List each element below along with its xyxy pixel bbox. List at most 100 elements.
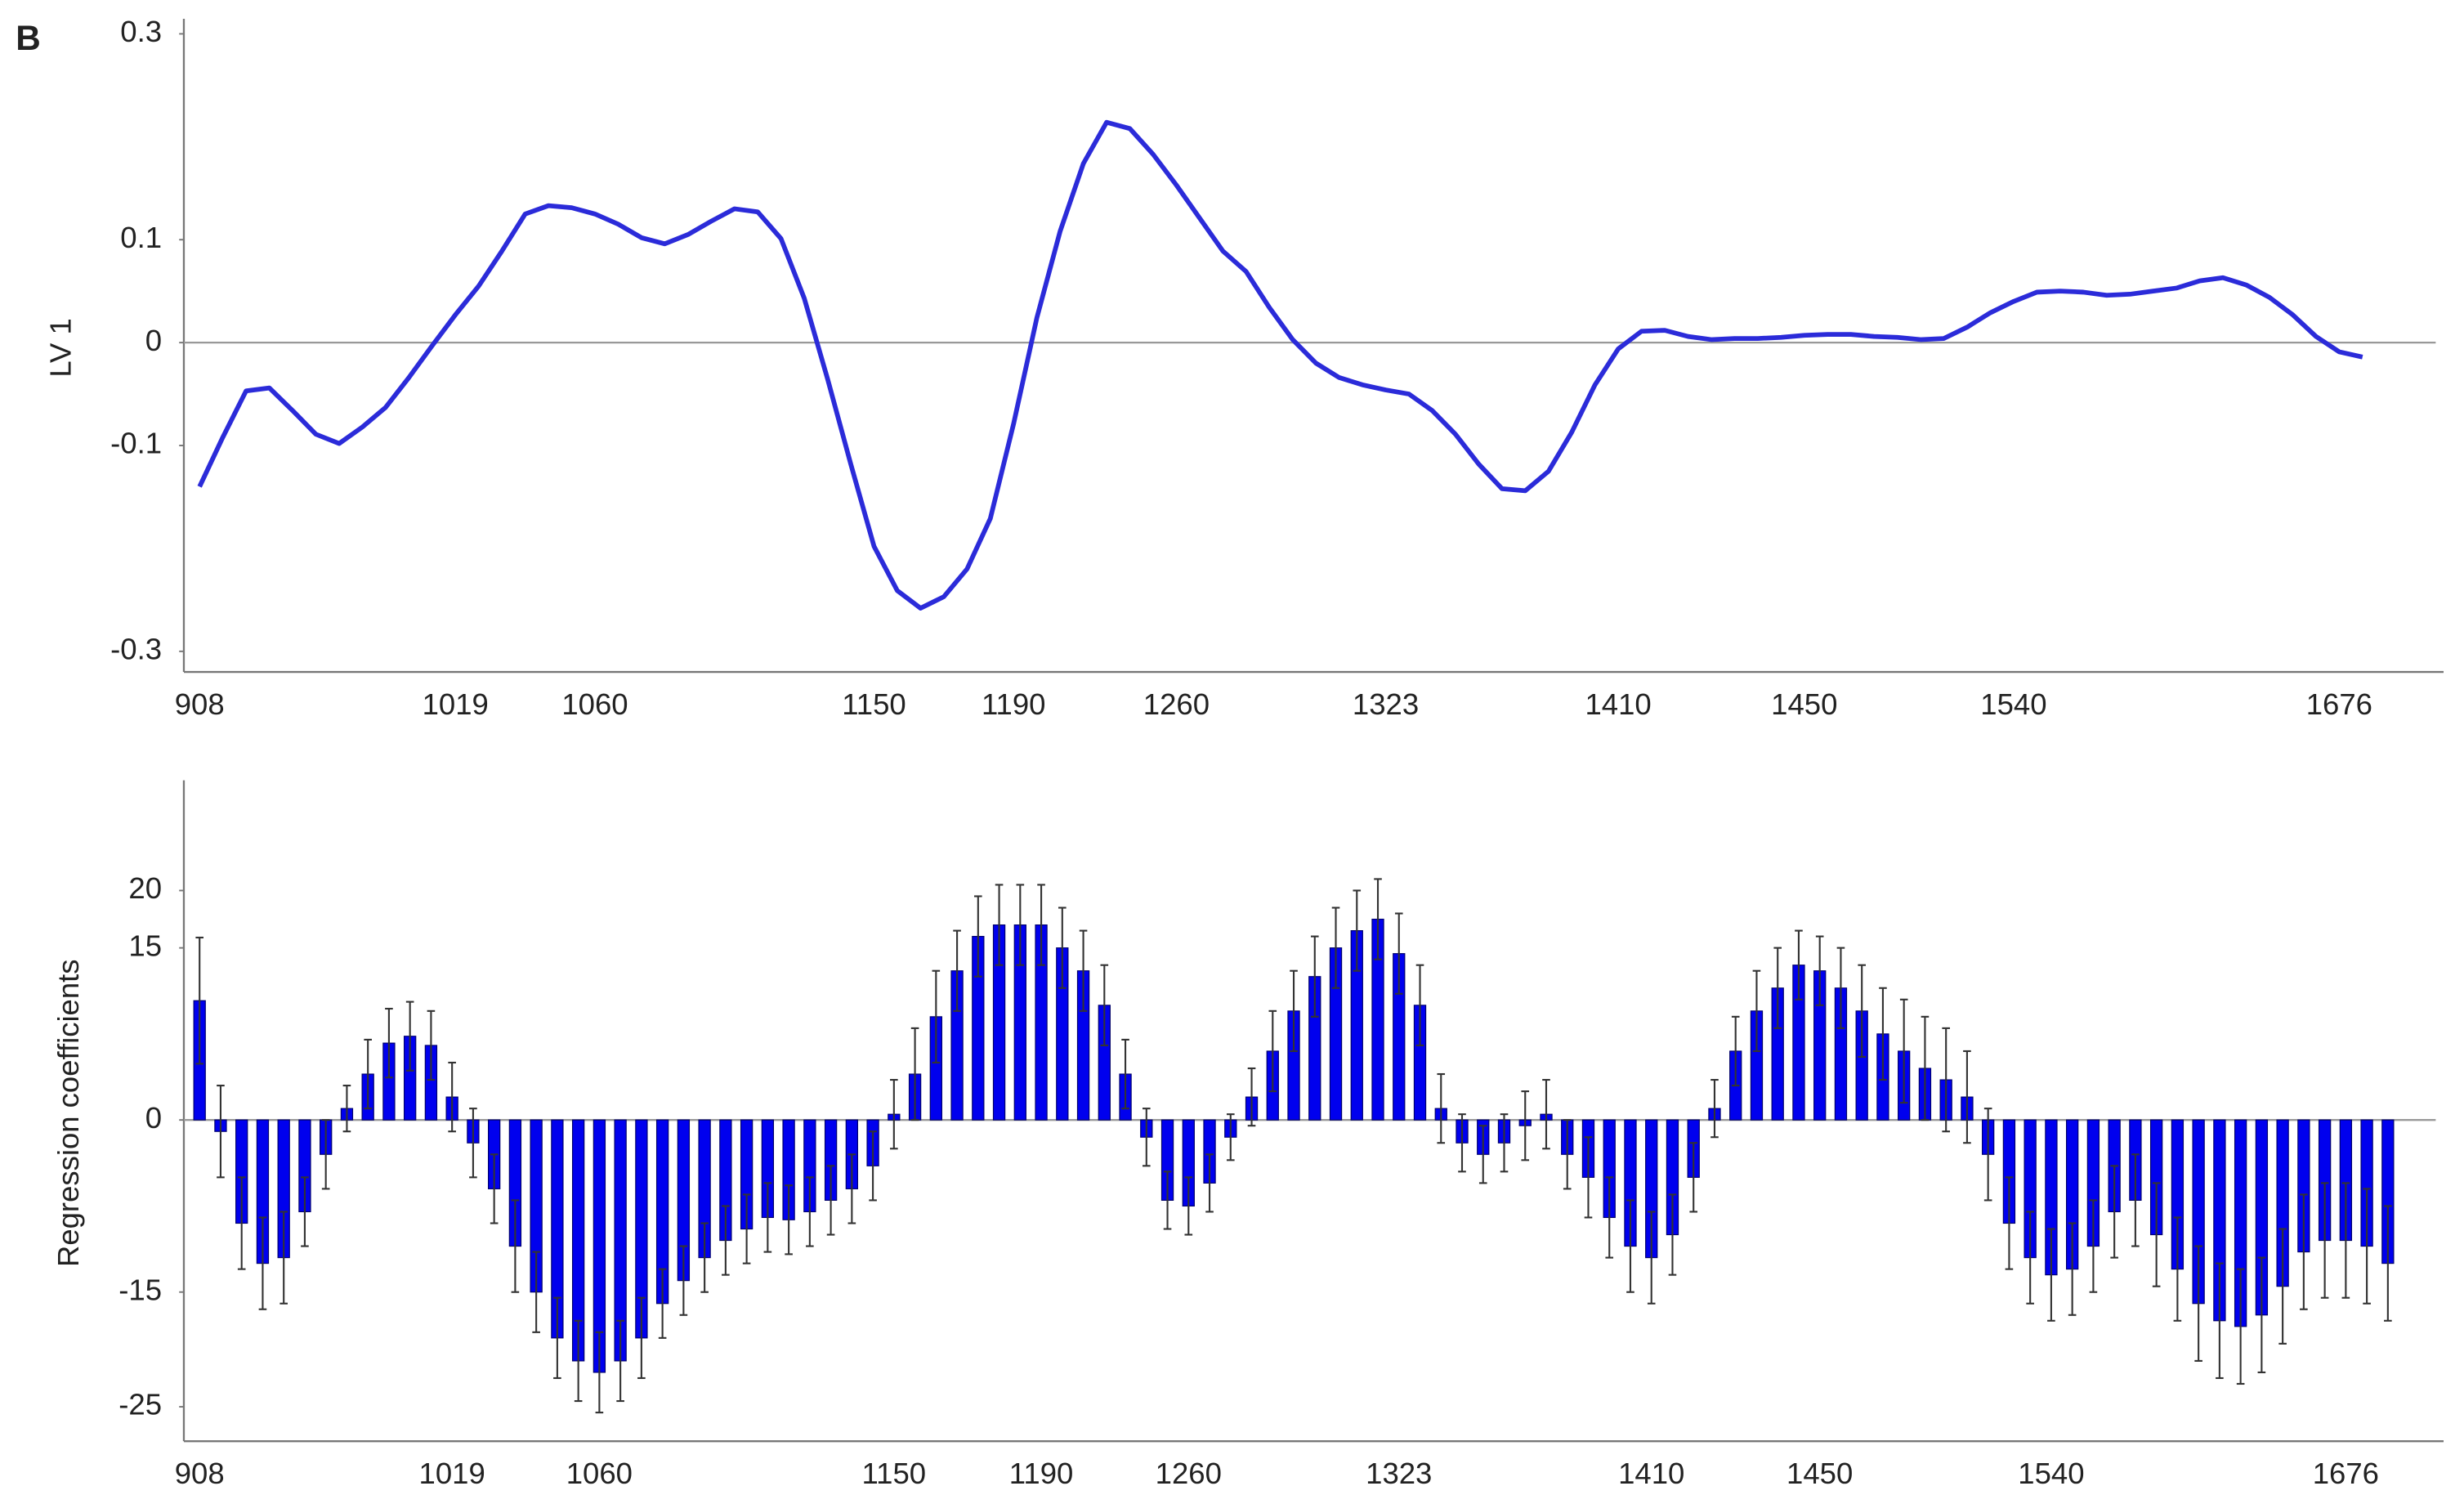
panel-label: B (16, 19, 41, 57)
y-tick-label: 0.1 (120, 221, 162, 254)
x-tick-label: 1676 (2313, 1457, 2379, 1490)
error-bar (1037, 884, 1045, 966)
data-line (197, 119, 2363, 611)
error-bar (321, 1119, 330, 1190)
error-bar (1647, 1211, 1656, 1305)
error-bar (2300, 1193, 2308, 1310)
error-bar (679, 1245, 688, 1316)
y-tick-label: -15 (119, 1273, 162, 1306)
x-tick-label: 1450 (1771, 687, 1837, 721)
error-bar (932, 969, 941, 1064)
error-bar (532, 1251, 540, 1333)
error-bar (1310, 935, 1319, 1018)
x-tick-label: 1190 (982, 687, 1046, 721)
error-bar (217, 1085, 225, 1179)
x-tick-label: 1019 (423, 687, 489, 721)
error-bar (1879, 987, 1887, 1081)
error-bar (1100, 964, 1109, 1046)
error-bar (1795, 929, 1803, 1000)
error-bar (1752, 969, 1761, 1053)
error-bar (2152, 1182, 2161, 1287)
error-bar (1353, 889, 1362, 972)
error-bar (385, 1007, 393, 1079)
error-bar (1773, 947, 1782, 1029)
x-tick-label: 1410 (1618, 1457, 1684, 1490)
error-bar (553, 1296, 561, 1380)
error-bar (2257, 1256, 2266, 1374)
y-tick-label: 0 (145, 1101, 162, 1135)
error-bar (1247, 1067, 1256, 1127)
error-bar (405, 1000, 414, 1072)
error-bar (1858, 964, 1866, 1059)
error-bar (995, 884, 1004, 966)
error-bar (1184, 1176, 1193, 1236)
x-tick-label: 1450 (1787, 1457, 1853, 1490)
y-tick-label: 0 (145, 324, 162, 357)
error-bar (1542, 1078, 1550, 1150)
error-bar (1942, 1027, 1950, 1133)
error-bar (1563, 1119, 1572, 1190)
error-bar (1437, 1072, 1446, 1144)
error-bar (722, 1205, 730, 1276)
x-tick-label: 908 (175, 1457, 225, 1490)
x-tick-label: 1150 (842, 687, 906, 721)
error-bar (953, 929, 961, 1012)
error-bar (2089, 1199, 2098, 1293)
error-bar (1205, 1153, 1214, 1213)
y-tick-label: 15 (128, 929, 162, 962)
error-bar (237, 1176, 246, 1270)
error-bar (595, 1331, 604, 1414)
error-bar (574, 1319, 583, 1403)
error-bar (342, 1085, 351, 1133)
error-bar (1836, 947, 1845, 1029)
error-bar (1815, 935, 1824, 1006)
error-bar (1689, 1142, 1698, 1213)
y-axis-label: Regression coefficients (51, 960, 85, 1267)
error-bar (1058, 906, 1067, 989)
error-bar (2363, 1188, 2371, 1305)
x-tick-label: 1190 (1009, 1457, 1074, 1490)
error-bar (1983, 1108, 1992, 1202)
error-bar (2047, 1228, 2055, 1322)
error-bar (1605, 1176, 1614, 1259)
error-bar (890, 1078, 898, 1150)
x-tick-label: 1260 (1143, 687, 1210, 721)
x-tick-label: 908 (175, 687, 225, 721)
error-bar (700, 1222, 709, 1293)
error-bar (1079, 929, 1088, 1012)
x-tick-label: 1323 (1366, 1457, 1432, 1490)
x-tick-label: 1060 (561, 687, 628, 721)
error-bar (1226, 1113, 1235, 1162)
error-bar (1415, 964, 1424, 1046)
error-bar (1121, 1038, 1129, 1110)
error-bar (195, 936, 204, 1065)
error-bar (974, 895, 982, 978)
error-bar (2384, 1205, 2392, 1322)
x-tick-label: 1060 (566, 1457, 633, 1490)
error-bar (806, 1176, 814, 1247)
error-bar (511, 1199, 520, 1293)
error-bar (279, 1211, 288, 1305)
error-bar (364, 1038, 372, 1110)
error-bar (826, 1165, 835, 1236)
error-bar (1710, 1078, 1719, 1139)
error-bar (258, 1216, 267, 1310)
error-bar (469, 1108, 477, 1179)
y-tick-label: -25 (119, 1388, 162, 1421)
chart-panel: 20 15 0 -15 -25 908 1019 1060 1150 1190 1260 1323 14… (51, 780, 2444, 1490)
error-bar (1394, 912, 1403, 995)
x-tick-label: 1260 (1156, 1457, 1222, 1490)
error-bar (637, 1296, 646, 1380)
error-bar (1963, 1050, 1971, 1144)
error-bar (1142, 1108, 1151, 1167)
error-bar (1268, 1009, 1277, 1093)
error-bar (1731, 1015, 1740, 1087)
error-bar (2173, 1216, 2182, 1322)
error-bar (742, 1193, 751, 1265)
error-bar (910, 1027, 919, 1121)
error-bar (490, 1153, 499, 1224)
error-bar (763, 1182, 772, 1253)
error-bar (1500, 1113, 1509, 1173)
error-bar (1899, 998, 1908, 1104)
